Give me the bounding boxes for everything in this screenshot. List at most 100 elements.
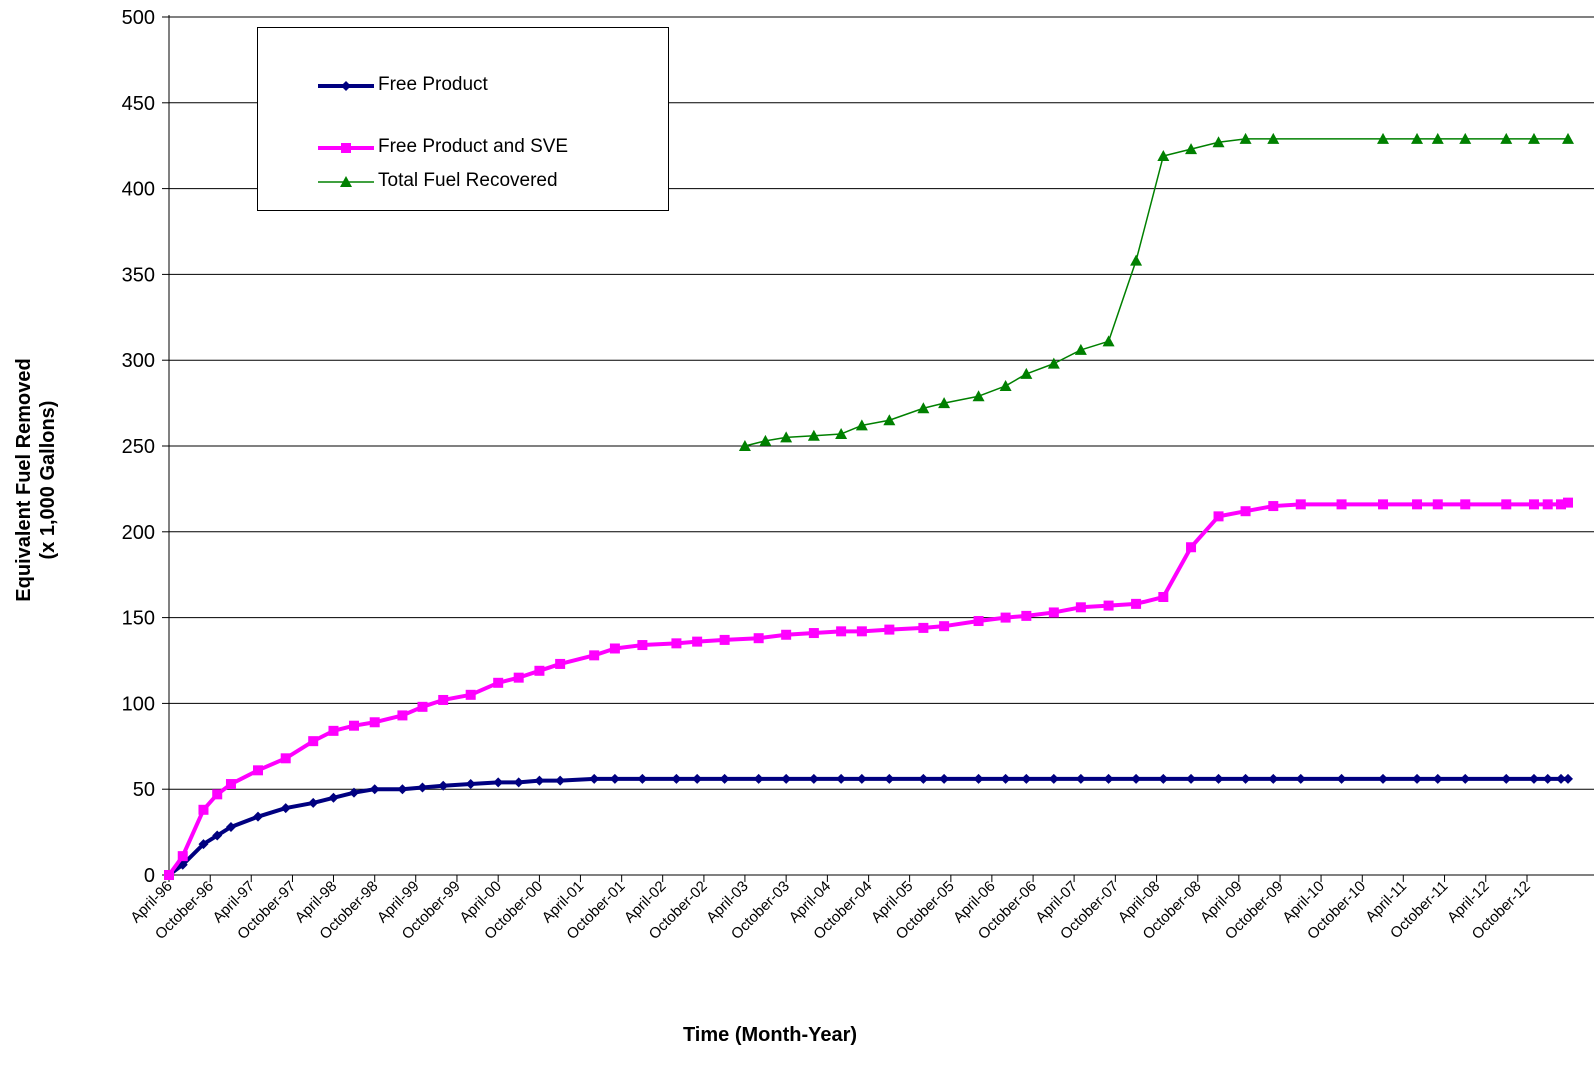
point-1-25: [753, 633, 764, 644]
point-0-3: [212, 830, 223, 841]
point-2-10: [999, 379, 1012, 391]
point-1-43: [1240, 506, 1251, 517]
point-0-48: [1412, 773, 1423, 784]
point-2-11: [1020, 367, 1033, 379]
x-axis-label: Time (Month-Year): [682, 1024, 858, 1046]
point-2-23: [1431, 132, 1444, 144]
point-0-40: [1158, 773, 1169, 784]
point-1-23: [692, 636, 703, 647]
point-1-49: [1432, 499, 1443, 510]
point-2-12: [1047, 357, 1060, 369]
point-0-23: [692, 773, 703, 784]
point-1-31: [918, 622, 929, 633]
point-1-32: [939, 621, 950, 632]
point-1-20: [609, 643, 620, 654]
point-0-53: [1542, 773, 1553, 784]
point-0-21: [637, 773, 648, 784]
point-1-30: [884, 624, 895, 635]
point-0-5: [253, 811, 264, 822]
point-1-9: [348, 720, 359, 731]
series-layer: [164, 132, 1574, 880]
point-0-15: [493, 777, 504, 788]
point-0-50: [1460, 773, 1471, 784]
point-0-19: [589, 773, 600, 784]
y-tick-label-450: 450: [122, 93, 155, 115]
point-0-47: [1378, 773, 1389, 784]
point-2-20: [1267, 132, 1280, 144]
point-1-24: [719, 634, 730, 645]
point-0-18: [555, 775, 566, 786]
point-0-16: [513, 777, 524, 788]
point-1-5: [253, 765, 264, 776]
point-0-7: [308, 797, 319, 808]
point-1-4: [225, 779, 236, 790]
axes: [168, 15, 1594, 876]
point-0-13: [438, 780, 449, 791]
point-1-3: [212, 789, 223, 800]
series-1: [164, 497, 1573, 880]
point-1-8: [328, 725, 339, 736]
point-1-53: [1542, 499, 1553, 510]
point-1-2: [198, 804, 209, 815]
legend-swatch-free-product-and-sve: [318, 143, 374, 153]
point-1-28: [836, 626, 847, 637]
y-tick-label-500: 500: [122, 7, 155, 29]
point-0-30: [884, 773, 895, 784]
point-0-17: [534, 775, 545, 786]
point-2-22: [1411, 132, 1424, 144]
y-tick-label-250: 250: [122, 436, 155, 458]
point-1-17: [534, 665, 545, 676]
legend: Free Product Free Product and SVE Total …: [257, 27, 669, 211]
point-1-46: [1336, 499, 1347, 510]
point-1-36: [1048, 607, 1059, 618]
point-0-29: [856, 773, 867, 784]
point-1-55: [1563, 497, 1573, 508]
point-1-54: [1556, 499, 1567, 510]
point-2-18: [1212, 136, 1225, 148]
point-1-12: [417, 701, 428, 712]
y-axis-label-line-1: Equivalent Fuel Removed: [13, 358, 35, 601]
y-tick-label-50: 50: [133, 779, 155, 801]
point-1-0: [164, 870, 174, 880]
point-2-16: [1157, 149, 1170, 161]
y-tick-label-350: 350: [122, 264, 155, 286]
series-line-1: [167, 500, 1569, 877]
point-0-36: [1048, 773, 1059, 784]
y-tick-label-400: 400: [122, 179, 155, 201]
point-2-8: [938, 397, 951, 409]
point-2-15: [1130, 254, 1143, 266]
point-1-27: [808, 628, 819, 639]
point-0-28: [836, 773, 847, 784]
series-line-2: [744, 138, 1568, 447]
point-0-54: [1556, 773, 1567, 784]
point-0-10: [369, 784, 380, 795]
legend-label-free-product: Free Product: [378, 74, 488, 95]
point-0-4: [225, 821, 236, 832]
point-2-25: [1500, 132, 1513, 144]
point-0-6: [280, 803, 291, 814]
y-tick-label-200: 200: [122, 522, 155, 544]
point-1-15: [493, 677, 504, 688]
point-0-34: [1000, 773, 1011, 784]
point-1-1: [177, 851, 188, 862]
point-0-51: [1501, 773, 1512, 784]
series-0: [164, 773, 1573, 880]
point-2-7: [917, 402, 930, 414]
legend-label-free-product-and-sve: Free Product and SVE: [378, 136, 569, 157]
series-line-0: [167, 776, 1568, 877]
point-2-17: [1185, 143, 1198, 155]
point-2-1: [759, 434, 772, 446]
y-tick-label-0: 0: [144, 865, 155, 887]
point-0-55: [1563, 773, 1573, 784]
point-1-6: [280, 753, 291, 764]
point-1-38: [1103, 600, 1114, 611]
point-1-41: [1186, 542, 1197, 553]
point-1-47: [1378, 499, 1389, 510]
point-1-48: [1412, 499, 1423, 510]
point-0-52: [1528, 773, 1539, 784]
point-2-13: [1074, 343, 1087, 355]
point-1-42: [1213, 511, 1224, 522]
legend-label-total-fuel-recovered: Total Fuel Recovered: [378, 170, 558, 191]
point-1-50: [1460, 499, 1471, 510]
